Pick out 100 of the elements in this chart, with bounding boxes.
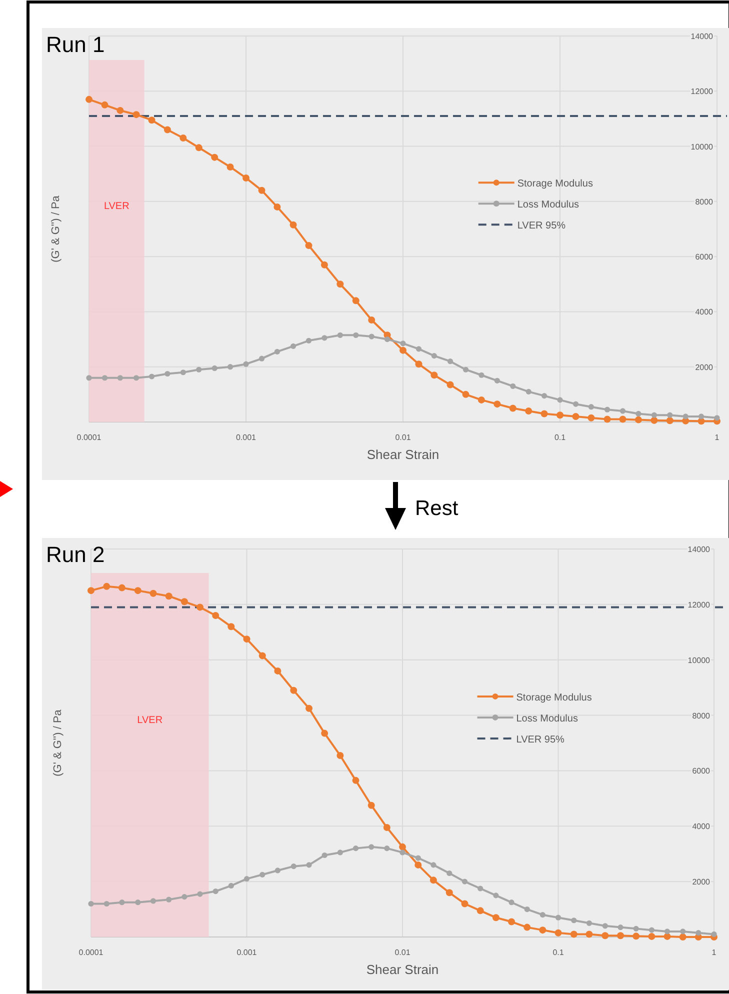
- point: [116, 106, 124, 114]
- point: [399, 843, 406, 850]
- legend-label: Storage Modulus: [517, 178, 593, 190]
- y-axis-title: (G' & G'') / Pa: [50, 194, 62, 262]
- chart-title: Run 2: [46, 542, 105, 567]
- point: [571, 918, 577, 924]
- point: [384, 336, 390, 342]
- x-tick-label: 0.001: [236, 948, 258, 957]
- point: [212, 612, 220, 620]
- y-tick-label: 8000: [692, 711, 711, 720]
- point: [509, 404, 516, 412]
- point: [664, 928, 670, 934]
- point: [447, 358, 454, 364]
- point: [570, 930, 578, 938]
- point: [478, 372, 484, 378]
- point: [636, 410, 642, 417]
- point: [306, 704, 312, 712]
- point: [132, 111, 140, 118]
- point: [711, 931, 717, 938]
- legend-label: Loss Modulus: [517, 200, 580, 211]
- point: [368, 844, 374, 850]
- x-tick-label: 0.1: [554, 433, 566, 442]
- legend-label: Loss Modulus: [516, 713, 578, 724]
- point: [619, 416, 626, 423]
- point: [508, 918, 515, 926]
- point: [679, 934, 686, 940]
- point: [540, 410, 548, 418]
- point: [368, 316, 376, 324]
- point: [667, 412, 673, 418]
- point: [493, 892, 499, 898]
- y-tick-label: 14000: [690, 32, 714, 41]
- point: [258, 356, 265, 362]
- x-tick-label: 0.0001: [78, 948, 104, 957]
- point: [88, 587, 94, 594]
- point: [664, 932, 671, 940]
- point: [306, 338, 312, 344]
- point: [212, 365, 218, 372]
- point: [226, 163, 234, 170]
- point: [182, 894, 188, 900]
- point: [103, 582, 110, 590]
- point: [604, 416, 611, 423]
- point: [651, 412, 657, 418]
- point: [180, 370, 186, 376]
- point: [101, 101, 108, 108]
- point: [337, 332, 343, 338]
- x-tick-label: 0.1: [552, 948, 564, 957]
- point: [525, 407, 532, 414]
- point: [274, 203, 281, 210]
- point: [400, 850, 406, 856]
- point: [352, 846, 359, 852]
- point: [714, 415, 720, 421]
- y-tick-label: 2000: [695, 362, 714, 372]
- point: [337, 850, 343, 856]
- point: [524, 906, 530, 912]
- point: [260, 872, 266, 878]
- point: [353, 332, 359, 338]
- point: [617, 932, 624, 940]
- point: [415, 855, 421, 861]
- x-axis-title: Shear Strain: [366, 962, 439, 977]
- point: [290, 221, 297, 228]
- point: [555, 914, 562, 920]
- point: [494, 378, 500, 384]
- point: [632, 932, 640, 940]
- point: [322, 335, 328, 341]
- point: [414, 861, 422, 868]
- y-axis-title: (G' & G'') / Pa: [52, 708, 64, 776]
- point: [620, 408, 626, 414]
- point: [446, 889, 453, 896]
- point: [634, 416, 642, 424]
- point: [431, 353, 437, 359]
- point: [274, 348, 280, 354]
- point: [274, 667, 282, 674]
- x-tick-label: 1: [712, 948, 717, 957]
- point: [150, 898, 156, 904]
- point: [243, 636, 250, 643]
- point: [541, 393, 548, 399]
- point: [197, 891, 203, 897]
- point: [478, 396, 485, 404]
- point: [588, 414, 595, 422]
- point: [462, 366, 469, 372]
- point: [698, 414, 704, 420]
- point: [696, 930, 702, 936]
- y-tick-label: 2000: [692, 878, 711, 887]
- point: [648, 927, 654, 933]
- point: [368, 334, 374, 340]
- point: [430, 876, 437, 884]
- point: [228, 623, 235, 630]
- point: [305, 242, 312, 250]
- point: [539, 926, 546, 934]
- point: [180, 598, 188, 606]
- y-tick-label: 10000: [688, 656, 711, 665]
- point: [290, 864, 296, 870]
- point: [383, 824, 390, 832]
- point: [164, 370, 170, 377]
- point: [494, 400, 501, 408]
- y-tick-label: 6000: [692, 766, 711, 776]
- point: [306, 862, 312, 868]
- point: [119, 900, 125, 906]
- y-tick-label: 14000: [688, 545, 711, 554]
- point: [602, 923, 608, 929]
